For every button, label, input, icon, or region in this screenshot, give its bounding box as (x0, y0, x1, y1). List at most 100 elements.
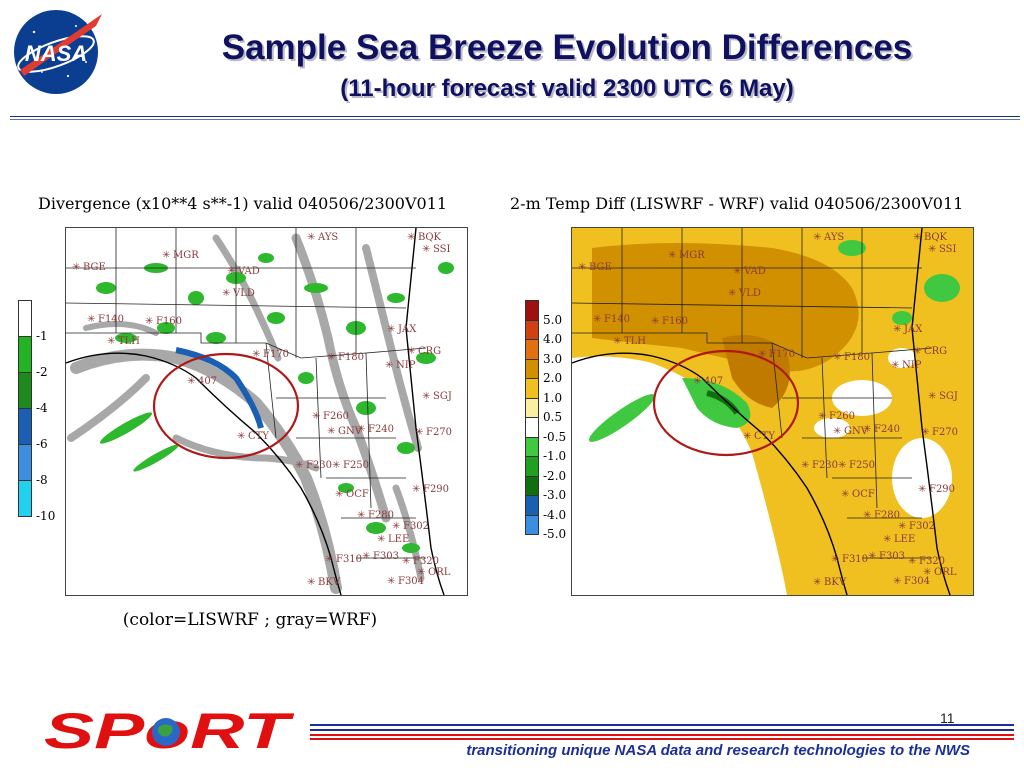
station-label: 407 (198, 376, 217, 387)
station-label: F160 (156, 316, 182, 327)
colorbar-label: -3.0 (543, 488, 567, 502)
station-label: F240 (874, 424, 900, 435)
station-marker-icon: ✳ (387, 324, 395, 335)
station-marker-icon: ✳ (385, 360, 393, 371)
colorbar-label: -8 (36, 473, 48, 487)
station-marker-icon: ✳ (833, 352, 841, 363)
station-marker-icon: ✳ (415, 427, 423, 438)
station-marker-icon: ✳ (422, 391, 430, 402)
right-panel-title: 2-m Temp Diff (LISWRF - WRF) valid 04050… (510, 194, 964, 213)
station-label: LEE (894, 534, 915, 545)
station-label: NIP (902, 360, 922, 371)
station-label: CRG (418, 346, 441, 357)
station-label: F302 (403, 521, 429, 532)
colorbar-label: 4.0 (543, 332, 563, 346)
station-marker-icon: ✳ (402, 556, 410, 567)
station-marker-icon: ✳ (578, 262, 586, 273)
page-subtitle: (11-hour forecast valid 2300 UTC 6 May) (340, 75, 794, 102)
station-label: 407 (704, 376, 723, 387)
colorbar-cell (525, 300, 539, 321)
colorbar-cell (18, 480, 32, 517)
station-label: CTY (754, 431, 775, 442)
station-marker-icon: ✳ (758, 349, 766, 360)
station-marker-icon: ✳ (162, 250, 170, 261)
station-label: F270 (932, 427, 958, 438)
station-marker-icon: ✳ (733, 266, 741, 277)
station-label: F180 (338, 352, 364, 363)
station-label: BGE (589, 262, 612, 273)
colorbar-cell (525, 339, 539, 360)
station-marker-icon: ✳ (868, 551, 876, 562)
sea-breeze-highlight (152, 352, 300, 460)
right-map-graphic: ✳ BGE✳ MGR✳ VAD✳ VLD✳ F140 ✳ F160✳ TLH✳ F170 ✳ F180… (572, 228, 973, 595)
station-label: F230 (812, 460, 838, 471)
station-marker-icon: ✳ (668, 250, 676, 261)
station-label: F170 (263, 349, 289, 360)
station-label: F303 (879, 551, 905, 562)
colorbar-cell (525, 456, 539, 477)
station-label: CTY (248, 431, 269, 442)
station-marker-icon: ✳ (613, 336, 621, 347)
station-label: VLD (232, 288, 255, 299)
station-label: VAD (237, 266, 260, 277)
station-marker-icon: ✳ (327, 352, 335, 363)
colorbar-cell (18, 408, 32, 445)
station-marker-icon: ✳ (145, 316, 153, 327)
station-label: GNV (338, 426, 363, 437)
station-marker-icon: ✳ (743, 431, 751, 442)
station-marker-icon: ✳ (593, 314, 601, 325)
station-marker-icon: ✳ (357, 424, 365, 435)
station-label: AYS (823, 232, 844, 243)
coastline-atlantic-right (911, 228, 951, 595)
coastline-gulf-right (572, 352, 848, 595)
colorbar-label: 2.0 (543, 371, 563, 385)
station-label: F260 (323, 411, 349, 422)
station-label: BQK (418, 232, 442, 243)
colorbar-cell (525, 495, 539, 516)
station-marker-icon: ✳ (921, 427, 929, 438)
left-map: ✳ BGE ✳ MGR ✳ VAD ✳ VLD ✳ F140 ✳ F160 ✳ TLH ✳ F170 ✳ F180… (65, 227, 468, 596)
colorbar-label: 1.0 (543, 390, 563, 405)
station-marker-icon: ✳ (898, 521, 906, 532)
sea-breeze-highlight-right (652, 349, 800, 457)
station-label: NIP (396, 360, 416, 371)
footer-stripes (310, 724, 1014, 740)
colorbar-cell (525, 417, 539, 438)
station-label: F280 (368, 510, 394, 521)
station-marker-icon: ✳ (325, 554, 333, 565)
station-marker-icon: ✳ (422, 244, 430, 255)
station-label: ORL (934, 567, 957, 578)
right-colorbar: 5.0 4.0 3.0 2.0 1.0 0.5 -0.5 -1.0 -2.0 -3.0 -4.0 -5… (525, 300, 567, 552)
station-marker-icon: ✳ (362, 551, 370, 562)
station-marker-icon: ✳ (928, 391, 936, 402)
station-marker-icon: ✳ (407, 232, 415, 243)
station-marker-icon: ✳ (377, 534, 385, 545)
station-label: SGJ (433, 391, 452, 402)
station-marker-icon: ✳ (72, 262, 80, 273)
station-marker-icon: ✳ (357, 510, 365, 521)
station-marker-icon: ✳ (307, 232, 315, 243)
county-boundaries (66, 228, 427, 559)
station-marker-icon: ✳ (332, 460, 340, 471)
station-label: JAX (397, 324, 417, 335)
station-label: F240 (368, 424, 394, 435)
right-map: ✳ BGE ✳ MGR ✳ VAD ✳ VLD ✳ F140 ✳ F160 ✳ TLH ✳ F170 ✳ F180… (571, 227, 974, 596)
colorbar-label: -2.0 (543, 468, 567, 483)
colorbar-label: -10 (36, 509, 56, 523)
footer-tagline: transitioning unique NASA data and resea… (466, 742, 970, 759)
station-marker-icon: ✳ (307, 577, 315, 588)
coastline-gulf (66, 352, 342, 595)
liswrf-divergence-green (96, 253, 454, 553)
station-label: F270 (426, 427, 452, 438)
station-marker-icon: ✳ (327, 426, 335, 437)
station-marker-icon: ✳ (923, 567, 931, 578)
station-label: JAX (903, 324, 923, 335)
colorbar-cell (525, 378, 539, 399)
station-label: ORL (428, 567, 451, 578)
station-marker-icon: ✳ (833, 426, 841, 437)
colorbar-cell (18, 372, 32, 409)
colorbar-cell (18, 336, 32, 373)
station-marker-icon: ✳ (818, 411, 826, 422)
colorbar-cell (525, 358, 539, 379)
station-marker-icon: ✳ (913, 232, 921, 243)
